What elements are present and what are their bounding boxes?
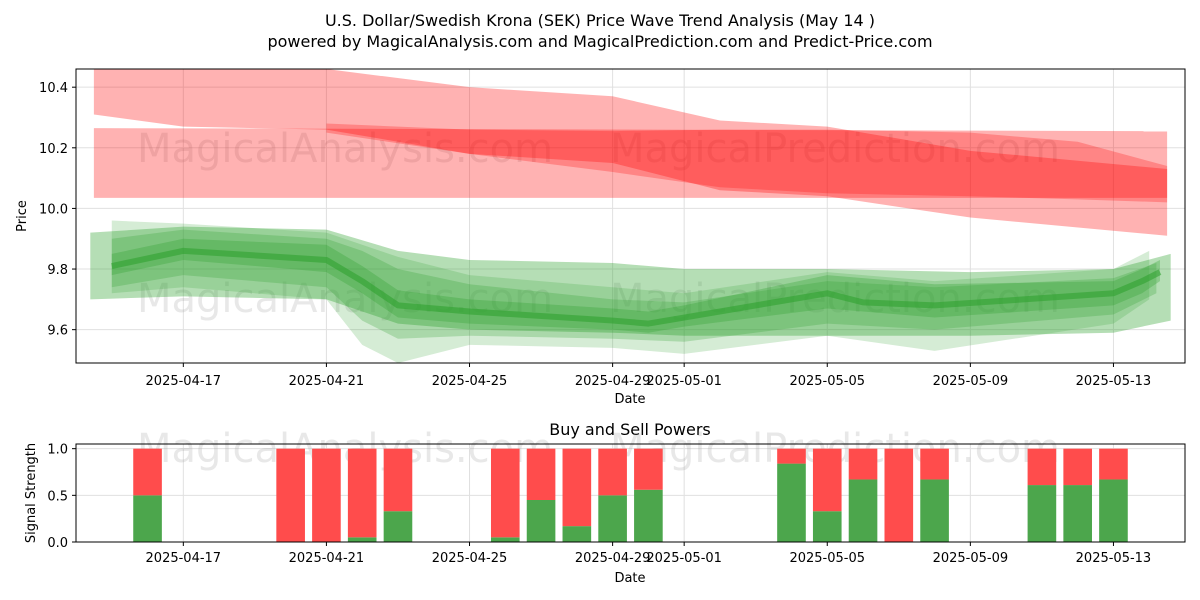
red-band-1 <box>93 128 1168 198</box>
signal-x-tick-label: 2025-05-01 <box>646 551 722 566</box>
chart-title: U.S. Dollar/Swedish Krona (SEK) Price Wa… <box>325 11 875 30</box>
sell-bar <box>347 448 377 538</box>
signal-plot-frame <box>75 443 1186 543</box>
buy-bar <box>383 511 413 542</box>
buy-bar <box>133 495 162 542</box>
sell-bar <box>490 448 520 538</box>
green-band-spread <box>111 220 1150 363</box>
signal-x-tick-label: 2025-04-17 <box>146 551 222 566</box>
signal-y-tick-label: 0.0 <box>47 536 68 551</box>
green-band-mid-2 <box>111 229 1157 342</box>
signal-x-tick-label: 2025-04-21 <box>289 551 365 566</box>
sell-bar <box>383 448 413 512</box>
price-bands <box>90 69 1171 363</box>
watermark-bottom-left: MagicalAnalysis.com <box>137 426 553 472</box>
price-x-tick-label: 2025-04-21 <box>289 374 365 389</box>
price-y-tick-label: 9.6 <box>47 324 68 339</box>
price-y-ticks: 9.6 9.8 10.0 10.2 10.4 <box>39 81 76 339</box>
buy-bar <box>598 495 627 542</box>
signal-y-tick-label: 0.5 <box>47 489 68 504</box>
buy-bar <box>347 537 377 542</box>
price-x-tick-label: 2025-04-29 <box>575 374 651 389</box>
signal-y-ticks: 0.0 0.5 1.0 <box>47 443 76 551</box>
watermark-right: MagicalPrediction.com <box>610 126 1060 172</box>
signal-x-label: Date <box>614 571 645 586</box>
buy-bar <box>777 463 806 542</box>
sell-bar <box>884 448 914 542</box>
watermark-left: MagicalAnalysis.com <box>137 126 553 172</box>
buy-bar <box>634 489 663 542</box>
signal-x-tick-label: 2025-04-25 <box>432 551 508 566</box>
sell-bar <box>1063 448 1092 486</box>
price-x-ticks: 2025-04-17 2025-04-21 2025-04-25 2025-04-29… <box>146 363 1152 389</box>
price-x-tick-label: 2025-05-13 <box>1076 374 1152 389</box>
price-plot-area <box>76 69 1185 363</box>
buy-bar <box>1027 485 1057 542</box>
sell-bar <box>1027 448 1057 486</box>
price-x-tick-label: 2025-04-17 <box>146 374 222 389</box>
buy-bar <box>1099 479 1128 542</box>
signal-x-tick-label: 2025-05-09 <box>933 551 1009 566</box>
red-band-3 <box>326 123 1168 203</box>
red-band-2 <box>93 69 1168 236</box>
price-y-label: Price <box>15 200 30 232</box>
buy-bar <box>812 511 842 542</box>
price-y-tick-label: 9.8 <box>47 263 68 278</box>
sell-bar <box>920 448 949 480</box>
price-y-tick-label: 10.4 <box>39 81 68 96</box>
signal-x-ticks: 2025-04-17 2025-04-21 2025-04-25 2025-04-29… <box>146 542 1152 566</box>
sell-bar <box>1099 448 1128 480</box>
sell-bar <box>598 448 627 496</box>
signal-bars <box>133 448 1128 542</box>
sell-bar <box>312 448 341 542</box>
signal-title: Buy and Sell Powers <box>549 420 711 439</box>
signal-plot-area <box>76 444 1185 542</box>
sell-bar <box>812 448 842 512</box>
buy-bar <box>920 479 949 542</box>
green-band-outer <box>90 226 1171 336</box>
signal-y-label: Signal Strength <box>24 443 39 543</box>
buy-bar <box>526 500 556 542</box>
price-x-tick-label: 2025-05-05 <box>789 374 865 389</box>
buy-bar <box>1063 485 1092 542</box>
buy-bar <box>562 526 592 542</box>
chart-subtitle: powered by MagicalAnalysis.com and Magic… <box>267 32 932 51</box>
green-core-line <box>111 247 1162 327</box>
price-x-tick-label: 2025-05-01 <box>646 374 722 389</box>
sell-bar <box>133 448 162 496</box>
green-band-mid-1 <box>111 238 1160 333</box>
price-grid <box>76 69 1185 363</box>
signal-panel: Buy and Sell Powers MagicalAnalysis.com … <box>24 420 1186 586</box>
sell-bar <box>562 448 592 527</box>
sell-bar <box>777 448 806 464</box>
price-x-tick-label: 2025-05-09 <box>933 374 1009 389</box>
sell-bar <box>526 448 556 500</box>
price-y-tick-label: 10.0 <box>39 202 68 217</box>
buy-bar <box>490 537 520 542</box>
price-x-tick-label: 2025-04-25 <box>432 374 508 389</box>
signal-x-tick-label: 2025-04-29 <box>575 551 651 566</box>
signal-y-tick-label: 1.0 <box>47 443 68 458</box>
signal-x-tick-label: 2025-05-05 <box>789 551 865 566</box>
price-x-label: Date <box>614 392 645 407</box>
sell-bar <box>634 448 663 490</box>
signal-x-tick-label: 2025-05-13 <box>1076 551 1152 566</box>
sell-bar <box>276 448 305 542</box>
sell-bar <box>848 448 878 480</box>
price-plot-frame <box>75 68 1186 364</box>
buy-bar <box>848 479 878 542</box>
price-y-tick-label: 10.2 <box>39 142 68 157</box>
price-panel: MagicalAnalysis.com MagicalPrediction.co… <box>15 68 1186 407</box>
